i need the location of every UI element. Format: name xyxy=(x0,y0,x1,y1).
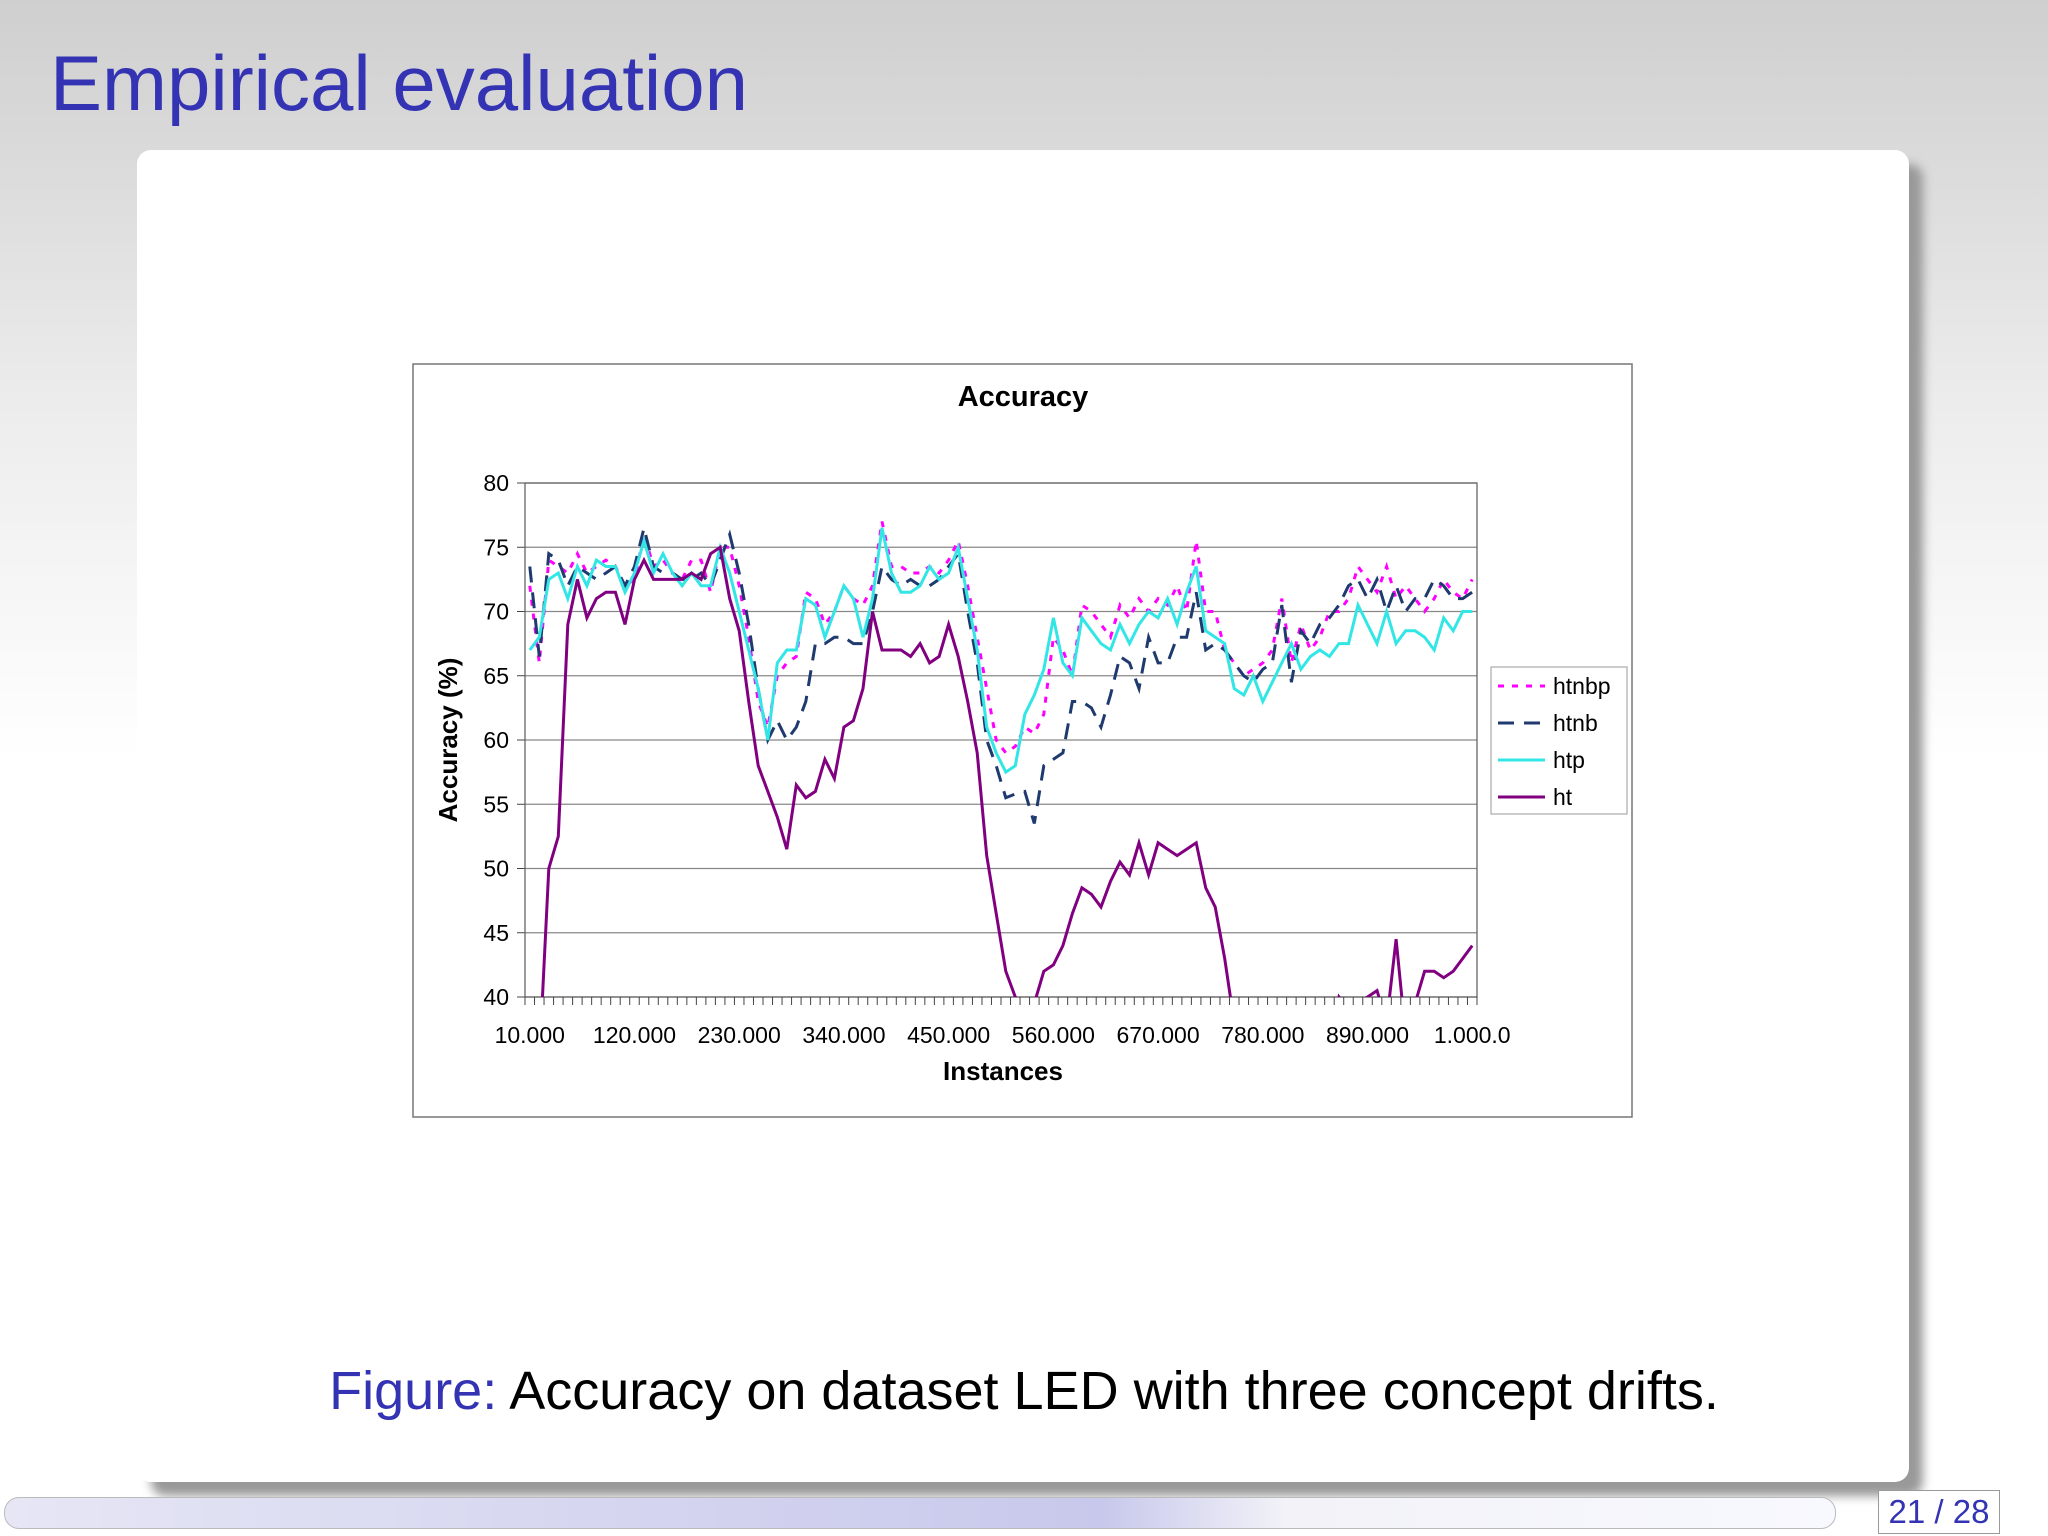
y-tick-label: 50 xyxy=(483,856,509,882)
legend-label: ht xyxy=(1553,784,1573,810)
x-tick-label: 890.000 xyxy=(1326,1022,1409,1048)
legend-label: htnbp xyxy=(1553,673,1611,699)
x-tick-label: 120.000 xyxy=(593,1022,676,1048)
caption-label: Figure: xyxy=(329,1361,498,1421)
x-tick-label: 340.000 xyxy=(802,1022,885,1048)
x-tick-label: 560.000 xyxy=(1012,1022,1095,1048)
legend-label: htp xyxy=(1553,747,1585,773)
y-tick-label: 70 xyxy=(483,599,509,625)
series-line xyxy=(528,527,1473,775)
x-tick-label: 10.000 xyxy=(495,1022,565,1048)
y-tick-label: 60 xyxy=(483,727,509,753)
caption-text: Accuracy on dataset LED with three conce… xyxy=(509,1361,1719,1421)
y-tick-label: 45 xyxy=(483,920,509,946)
y-axis-label: Accuracy (%) xyxy=(433,658,463,823)
y-tick-label: 75 xyxy=(483,534,509,560)
y-tick-label: 80 xyxy=(483,470,509,496)
series-line xyxy=(528,527,1474,824)
legend-label: htnb xyxy=(1553,710,1598,736)
x-tick-label: 670.000 xyxy=(1117,1022,1200,1048)
x-tick-label: 1.000.0 xyxy=(1434,1022,1511,1048)
slide-title: Empirical evaluation xyxy=(50,39,749,127)
progress-bar xyxy=(4,1497,1836,1529)
x-tick-label: 230.000 xyxy=(698,1022,781,1048)
series-line xyxy=(528,521,1474,755)
x-axis-label: Instances xyxy=(943,1056,1063,1086)
x-tick-label: 450.000 xyxy=(907,1022,990,1048)
page-number: 21 / 28 xyxy=(1878,1490,2000,1534)
chart-title: Accuracy xyxy=(958,381,1089,413)
y-tick-label: 40 xyxy=(483,984,509,1010)
caption: Figure: Accuracy on dataset LED with thr… xyxy=(0,1360,2048,1422)
series-line xyxy=(540,544,1474,997)
y-tick-label: 65 xyxy=(483,663,509,689)
y-tick-label: 55 xyxy=(483,791,509,817)
legend-box xyxy=(1490,666,1628,815)
x-tick-label: 780.000 xyxy=(1221,1022,1304,1048)
